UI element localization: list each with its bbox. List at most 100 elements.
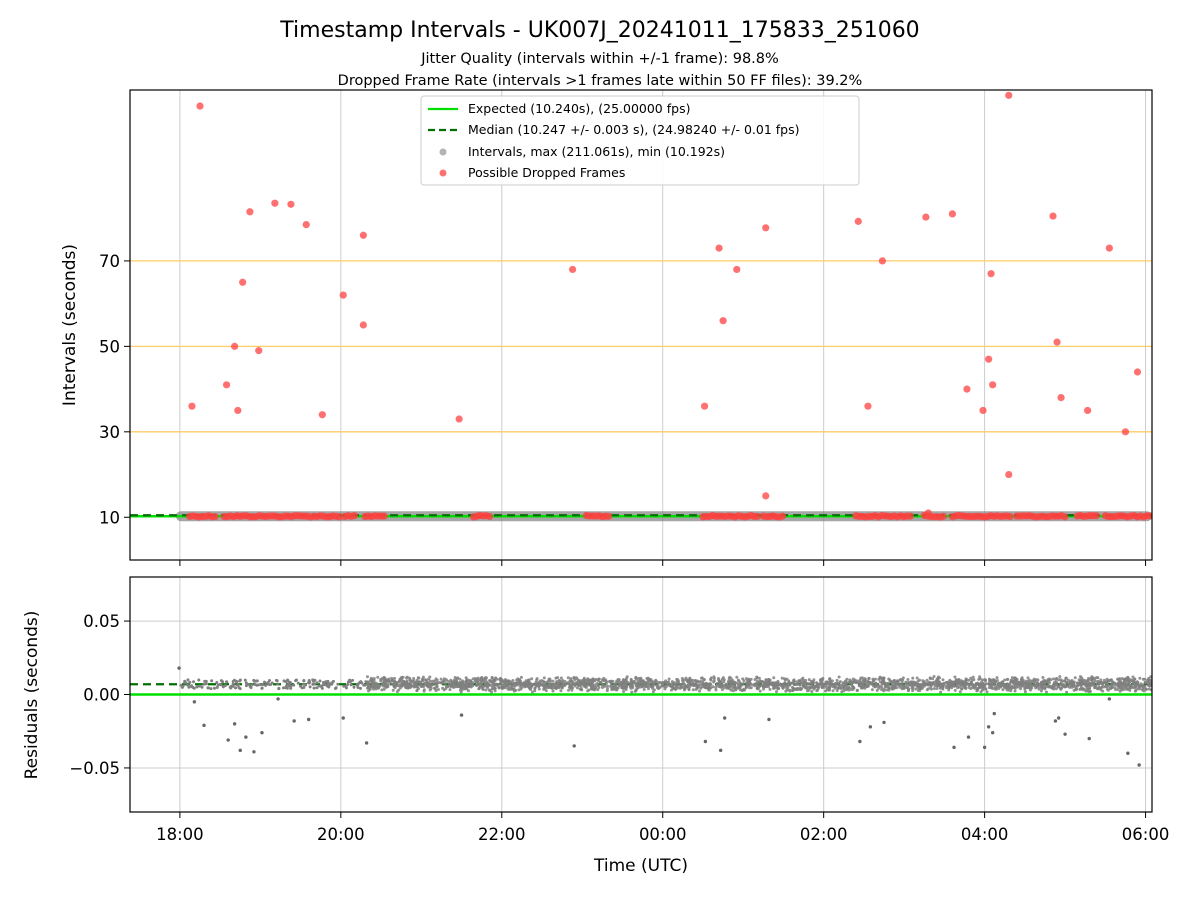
- residual-point: [738, 688, 742, 692]
- dropped-frame-point: [733, 265, 741, 274]
- residual-point: [948, 681, 952, 685]
- residual-point: [873, 677, 877, 681]
- residual-point: [285, 686, 289, 690]
- residual-point: [428, 679, 432, 683]
- residual-point: [191, 685, 195, 689]
- residual-point: [801, 684, 805, 688]
- dropped-frame-point: [1005, 91, 1013, 99]
- residual-point: [608, 679, 612, 683]
- residual-point: [543, 680, 547, 684]
- residual-point: [755, 676, 759, 680]
- residual-point: [952, 684, 956, 688]
- residual-point: [831, 689, 835, 693]
- residual-point: [573, 682, 577, 686]
- residual-point: [1086, 678, 1090, 682]
- residual-point: [1026, 676, 1030, 680]
- residual-point: [536, 682, 540, 686]
- residual-point: [848, 678, 852, 682]
- intervals-y-label: Intervals (seconds): [60, 244, 80, 406]
- residual-point: [887, 677, 891, 681]
- residuals-x-tick-label: 20:00: [317, 825, 365, 844]
- residual-point: [988, 681, 992, 685]
- residual-point: [529, 682, 533, 686]
- residual-point: [474, 680, 478, 684]
- residual-point: [749, 677, 753, 681]
- residual-point: [351, 678, 355, 682]
- residual-outlier-point: [1126, 751, 1130, 755]
- residual-point: [1138, 676, 1142, 680]
- residual-outlier-point: [232, 722, 237, 726]
- residual-point: [629, 678, 633, 682]
- residual-point: [238, 678, 242, 682]
- residual-point: [816, 685, 820, 689]
- residual-point: [533, 689, 537, 693]
- residual-point: [551, 679, 555, 683]
- residual-point: [1113, 686, 1117, 690]
- residual-point: [315, 681, 319, 685]
- residual-point: [253, 682, 257, 686]
- residual-point: [880, 688, 884, 692]
- residual-point: [858, 678, 862, 682]
- residual-outlier-point: [1063, 732, 1067, 736]
- residual-point: [490, 690, 494, 694]
- residual-point: [1014, 676, 1018, 680]
- residual-point: [425, 681, 429, 685]
- residual-point: [352, 685, 356, 689]
- residual-point: [231, 679, 235, 683]
- residual-point: [528, 686, 532, 690]
- residual-point: [209, 687, 213, 691]
- residual-point: [680, 679, 684, 683]
- residual-point: [415, 678, 419, 682]
- residual-point: [1092, 683, 1096, 687]
- residual-point: [947, 688, 951, 692]
- residual-point: [1133, 685, 1137, 689]
- dropped-frame-point: [255, 347, 263, 355]
- residuals-y-tick-label: 0.00: [83, 686, 120, 705]
- residual-point: [847, 686, 851, 690]
- residual-point: [649, 678, 653, 682]
- residual-point: [703, 685, 707, 689]
- residual-point: [540, 679, 544, 683]
- residual-point: [442, 688, 446, 692]
- residual-outlier-point: [192, 700, 197, 704]
- dropped-frame-point: [605, 512, 613, 520]
- residual-point: [762, 687, 766, 691]
- residual-point: [845, 688, 849, 692]
- residual-point: [262, 680, 266, 684]
- residual-point: [1079, 687, 1083, 691]
- residual-point: [294, 678, 298, 682]
- residual-point: [563, 683, 567, 687]
- residual-point: [376, 686, 380, 690]
- residual-point: [549, 686, 553, 690]
- residual-point: [478, 678, 482, 682]
- residual-point: [920, 686, 924, 690]
- residual-point: [642, 687, 646, 691]
- residual-point: [423, 678, 427, 682]
- residual-point: [896, 681, 900, 685]
- residual-point: [765, 678, 769, 682]
- residual-point: [336, 682, 340, 686]
- residual-point: [909, 682, 913, 686]
- residual-point: [428, 675, 432, 679]
- residual-point: [959, 679, 963, 683]
- residual-point: [899, 683, 903, 687]
- residual-point: [696, 685, 700, 689]
- residual-point: [1086, 687, 1090, 691]
- dropped-frame-point: [1057, 394, 1065, 402]
- dropped-frame-point: [878, 257, 887, 265]
- residual-point: [466, 689, 470, 693]
- residual-point: [803, 681, 807, 685]
- residual-point: [741, 682, 745, 686]
- residual-point: [327, 685, 331, 689]
- residual-point: [671, 686, 675, 690]
- residual-point: [568, 686, 572, 690]
- residual-point: [608, 684, 612, 688]
- residual-point: [387, 679, 391, 683]
- residuals-x-tick-label: 18:00: [156, 825, 204, 844]
- residual-point: [1023, 690, 1027, 694]
- residual-point: [774, 690, 778, 694]
- residual-point: [872, 684, 876, 688]
- residual-point: [500, 686, 504, 690]
- residual-point: [732, 682, 736, 686]
- residual-outlier-point: [986, 725, 991, 729]
